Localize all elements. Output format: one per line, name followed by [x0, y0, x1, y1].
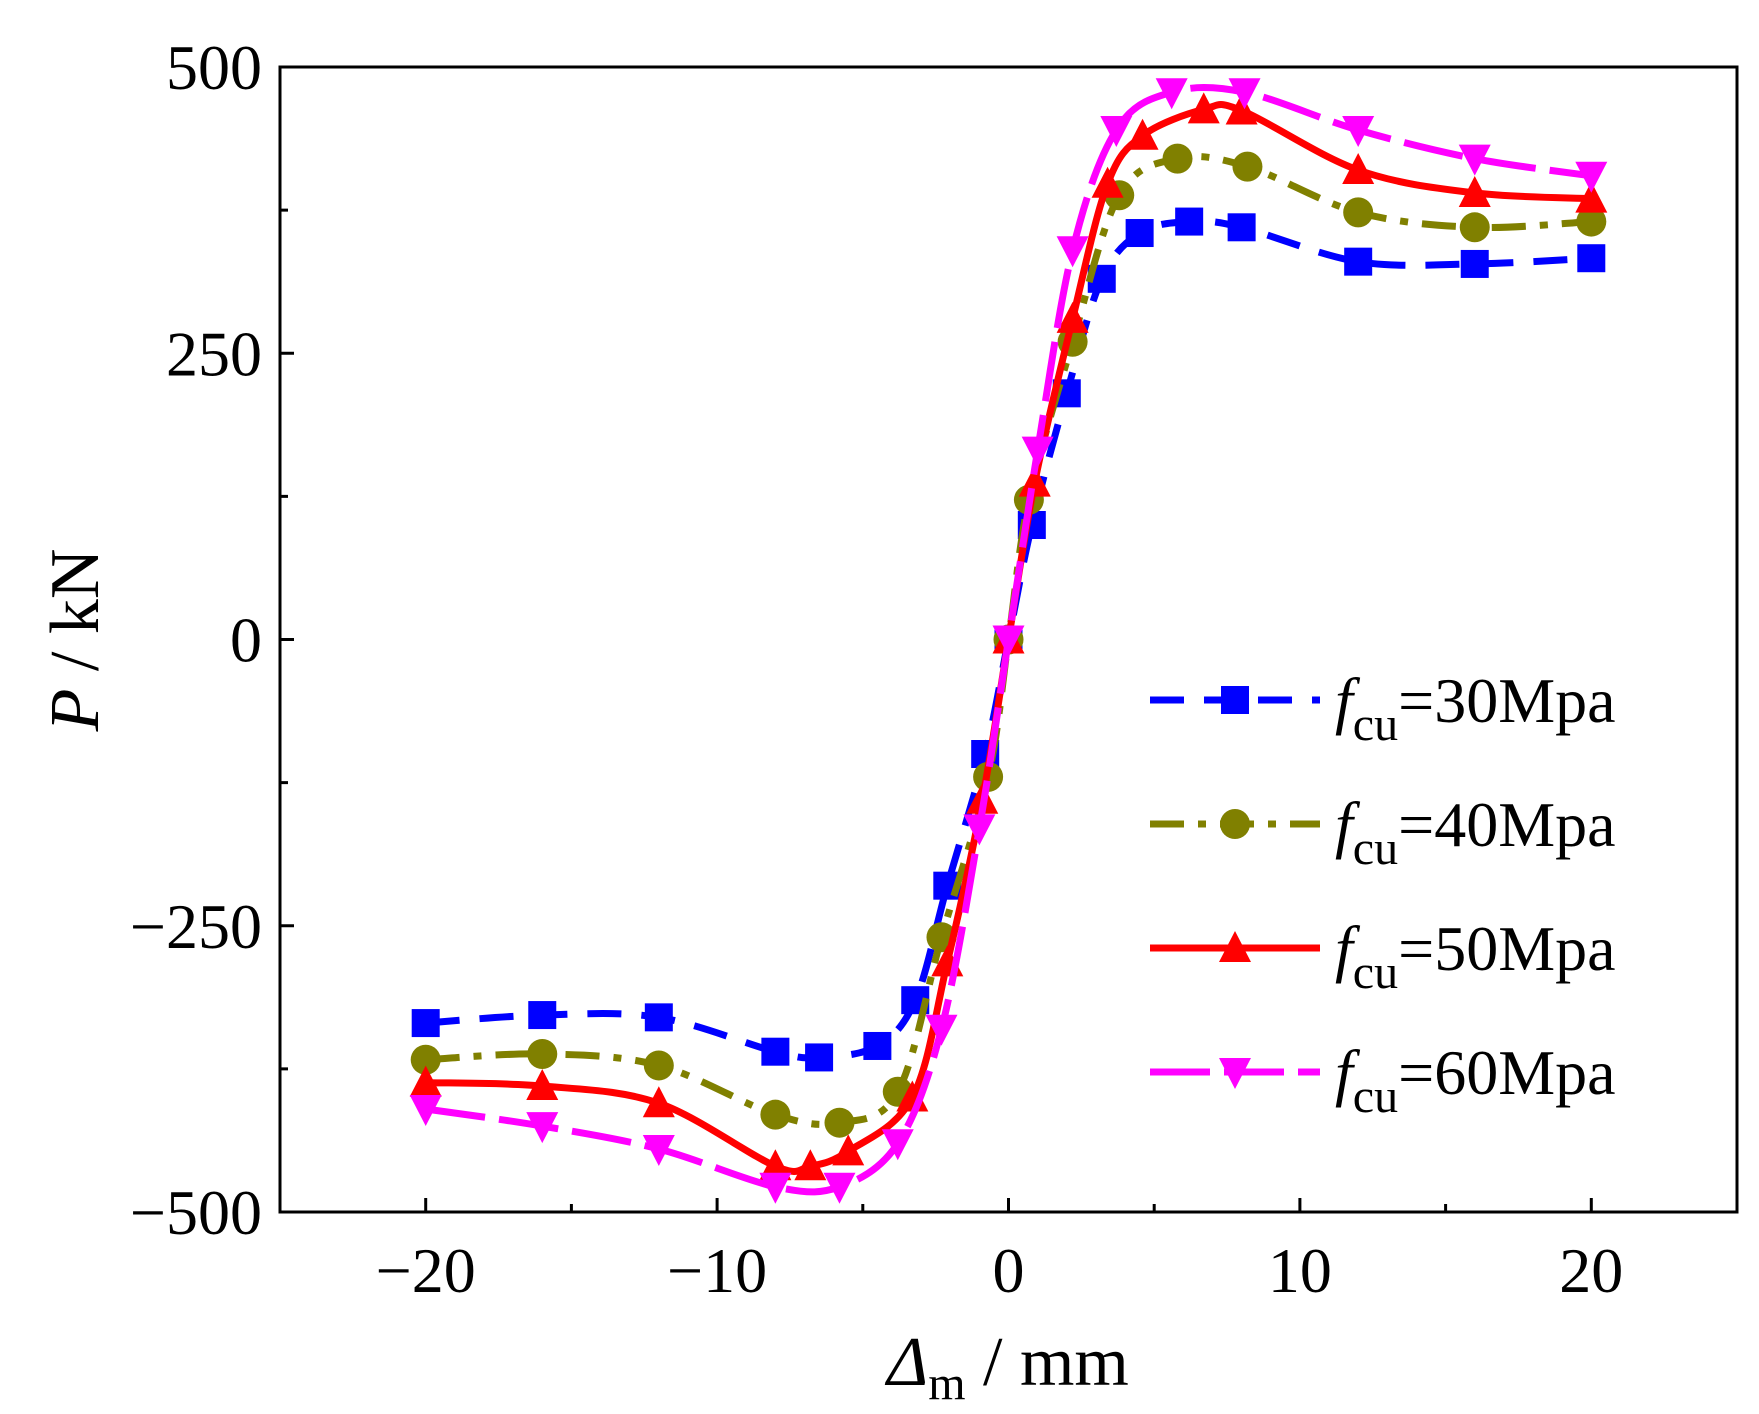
data-point	[823, 1172, 856, 1204]
data-point	[1126, 118, 1159, 150]
data-point	[1577, 244, 1606, 273]
data-point	[1187, 92, 1220, 124]
data-point	[1056, 301, 1089, 333]
data-point	[410, 1044, 441, 1075]
data-point	[1576, 206, 1607, 237]
data-point	[528, 1001, 557, 1030]
data-point	[881, 1129, 914, 1161]
legend-item-2: fcu=40Mpa	[1150, 789, 1616, 875]
legend-marker	[1221, 686, 1249, 714]
x-axis-title: Δm / mm	[884, 1324, 1129, 1410]
data-point	[527, 1038, 558, 1069]
y-axis-title: P / kN	[37, 549, 114, 733]
data-point	[963, 814, 996, 846]
data-point	[1342, 153, 1375, 185]
data-point	[643, 1050, 674, 1081]
series-layer	[409, 78, 1608, 1204]
data-point	[761, 1037, 790, 1066]
legend-item-4: fcu=60Mpa	[1150, 1037, 1616, 1123]
data-point	[1056, 236, 1089, 268]
data-point	[1021, 436, 1054, 468]
x-tick-label: 10	[1268, 1235, 1332, 1306]
data-point	[1228, 78, 1261, 110]
data-point	[1459, 212, 1490, 243]
y-tick-label: −250	[130, 891, 262, 962]
data-point	[863, 1031, 892, 1060]
data-point	[411, 1009, 440, 1038]
x-tick-label: −10	[667, 1235, 767, 1306]
data-point	[1460, 249, 1489, 278]
data-point	[1125, 219, 1154, 248]
data-point	[1343, 197, 1374, 228]
data-point	[1175, 207, 1204, 236]
data-point	[925, 1014, 958, 1046]
data-point	[794, 1149, 827, 1181]
data-point	[526, 1069, 559, 1101]
data-point	[642, 1086, 675, 1118]
data-point	[1458, 175, 1491, 207]
data-point	[1342, 115, 1375, 147]
data-point	[642, 1135, 675, 1167]
data-point	[760, 1099, 791, 1130]
data-point	[409, 1065, 442, 1097]
x-tick-label: −20	[376, 1235, 476, 1306]
data-point	[759, 1149, 792, 1181]
y-tick-label: −500	[130, 1177, 262, 1248]
legend-marker	[1219, 931, 1251, 962]
y-tick-label: 500	[166, 32, 262, 103]
data-point	[1155, 78, 1188, 110]
legend-label: fcu=60Mpa	[1335, 1037, 1616, 1123]
data-point	[1575, 181, 1608, 213]
data-point	[759, 1172, 792, 1204]
data-point	[1162, 143, 1193, 174]
data-point	[526, 1112, 559, 1144]
data-point	[1458, 144, 1491, 176]
data-point	[1018, 465, 1051, 497]
legend-marker	[1219, 1058, 1251, 1089]
data-point	[805, 1043, 834, 1072]
data-point	[1575, 161, 1608, 193]
data-point	[1227, 213, 1256, 242]
y-tick-label: 250	[166, 318, 262, 389]
data-point	[824, 1107, 855, 1138]
data-point	[1344, 247, 1373, 276]
x-tick-label: 20	[1559, 1235, 1623, 1306]
data-point	[1100, 115, 1133, 147]
legend-marker	[1220, 809, 1250, 839]
data-point	[644, 1003, 673, 1032]
data-point	[1232, 151, 1263, 182]
ticks-layer: −20 −10 0 10 20 −500 −250 0 250 500	[130, 32, 1623, 1306]
legend-label: fcu=40Mpa	[1335, 789, 1616, 875]
data-point	[992, 625, 1025, 657]
legend-label: fcu=30Mpa	[1335, 665, 1616, 751]
x-tick-label: 0	[993, 1235, 1025, 1306]
series-4	[409, 78, 1608, 1204]
data-point	[1091, 166, 1124, 198]
data-point	[1225, 93, 1258, 125]
y-tick-label: 0	[230, 605, 262, 676]
legend-item-1: fcu=30Mpa	[1150, 665, 1616, 751]
data-point	[409, 1094, 442, 1126]
data-point	[832, 1134, 865, 1166]
